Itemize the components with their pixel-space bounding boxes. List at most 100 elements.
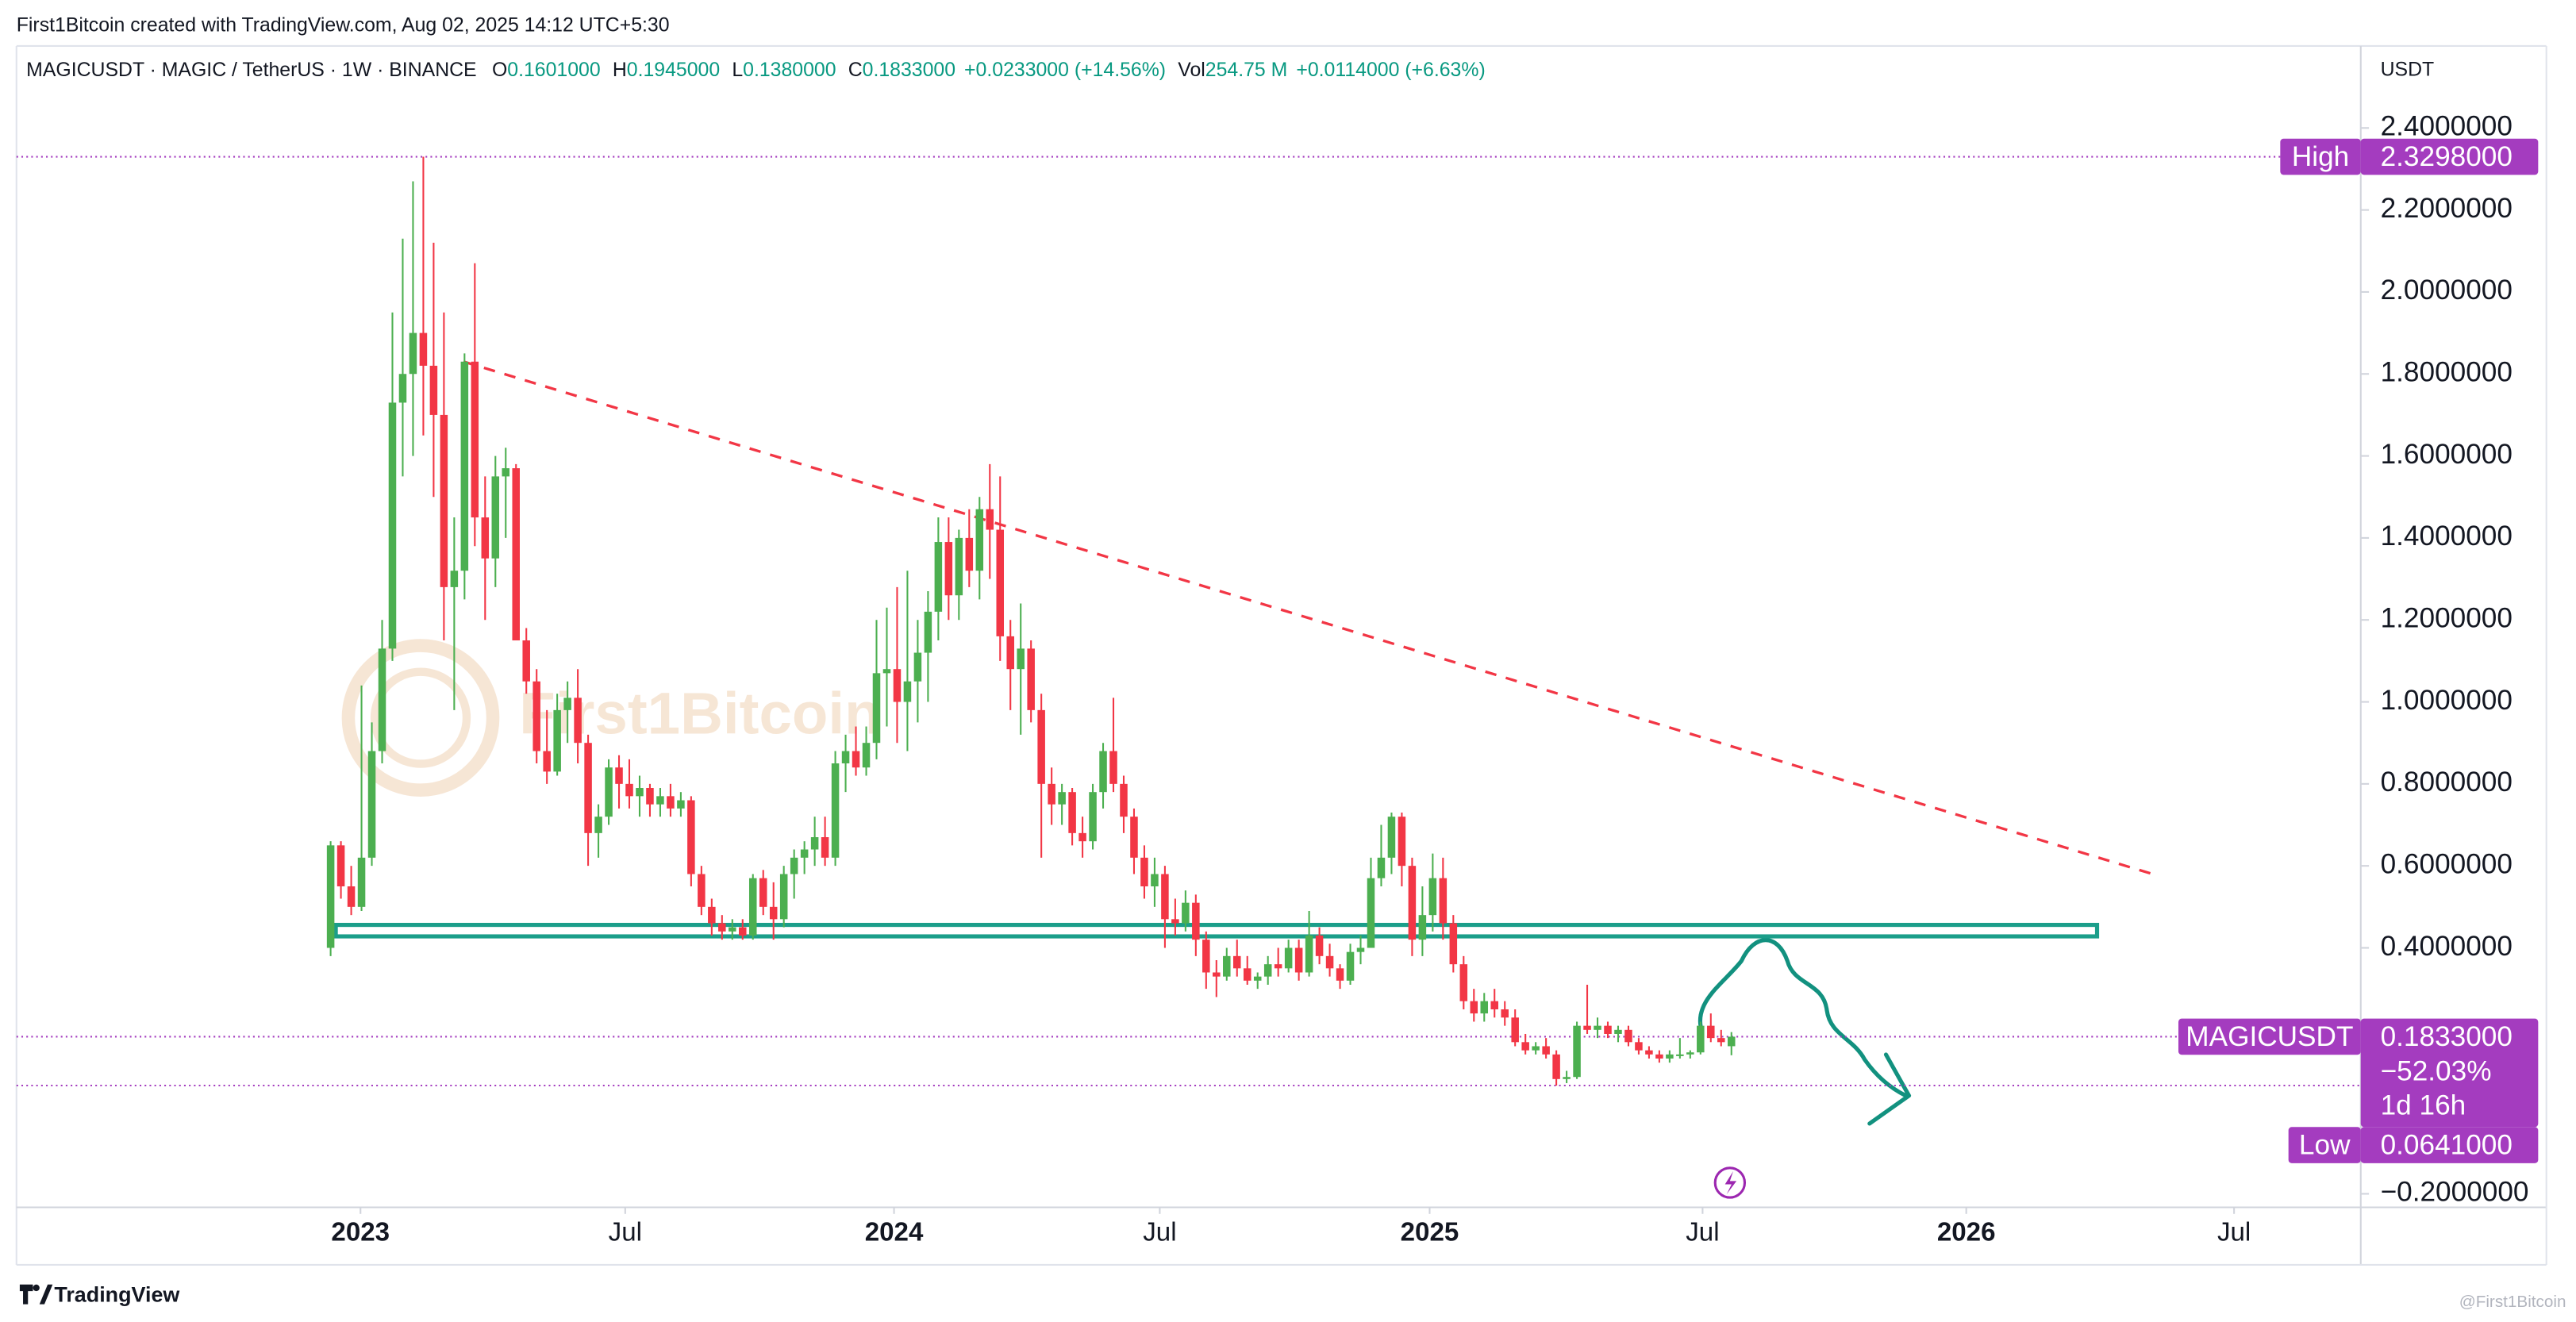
candle-body [605, 767, 613, 817]
candle-body [429, 365, 438, 415]
vol-label: Vol [1178, 60, 1205, 81]
candle-body [1284, 947, 1293, 969]
change: +0.0233000 (+14.56%) [964, 60, 1166, 81]
candle-body [1109, 751, 1117, 784]
candle-body [336, 845, 345, 887]
credit: First1Bitcoin created with TradingView.c… [17, 15, 670, 37]
badge-value-bg [2360, 138, 2539, 175]
ohlc-value: 0.1833000 [863, 60, 955, 81]
ohlc-value: 0.1945000 [627, 60, 720, 81]
candle-body [1202, 940, 1210, 973]
candle-body [893, 669, 902, 702]
badge-label: High [2292, 141, 2349, 172]
candle-body [1232, 955, 1241, 969]
candle-body [357, 857, 366, 907]
candle-body [944, 542, 953, 596]
event-icon[interactable] [1713, 1166, 1747, 1199]
y-tick-label: 1.2000000 [2381, 603, 2513, 634]
candle-body [1099, 751, 1107, 793]
badge-value: 2.3298000 [2381, 141, 2513, 172]
candle-body [419, 332, 428, 366]
candle-body [1213, 972, 1221, 977]
watermark-logo [341, 639, 500, 797]
candle-body [1459, 964, 1468, 1001]
price-badge: High 2.3298000 [2280, 138, 2539, 175]
candle-body [1387, 817, 1396, 858]
y-tick-label: 2.4000000 [2381, 111, 2513, 142]
candle-body [687, 800, 695, 874]
candle-body [1655, 1054, 1663, 1059]
candle-body [1130, 817, 1138, 858]
candle-body [450, 571, 459, 587]
candle-body [656, 796, 664, 805]
y-tick-label: 2.2000000 [2381, 193, 2513, 224]
candle-body [1449, 923, 1458, 965]
candle-body [1532, 1046, 1540, 1051]
candle-body [913, 652, 922, 682]
candle-body [1583, 1025, 1591, 1030]
candle-body [1182, 902, 1190, 924]
price-badge: MAGICUSDT 0.1833000−52.03% 1d 16h [2178, 1018, 2539, 1128]
hand-drawn-path [1698, 938, 1908, 1098]
x-tick-label: 2025 [1401, 1217, 1459, 1247]
candle-body [1686, 1052, 1694, 1055]
candle-body [779, 874, 788, 920]
candle-body [553, 709, 561, 772]
candle-body [543, 751, 551, 772]
candle-body [512, 468, 520, 641]
candle-body [1398, 817, 1406, 867]
badge-value: 1d 16h [2381, 1090, 2466, 1121]
candle-body [1542, 1046, 1550, 1055]
y-tick-label: 1.8000000 [2381, 357, 2513, 388]
candle-body [1037, 709, 1045, 784]
candle-body [1563, 1077, 1571, 1079]
candle-body [769, 906, 778, 920]
candle-body [708, 906, 716, 924]
candle-body [1418, 915, 1427, 940]
candle-body [1594, 1025, 1601, 1030]
candle-body [872, 673, 881, 744]
candle-body [934, 542, 943, 612]
y-tick-label: 0.8000000 [2381, 767, 2513, 797]
candle-body [1294, 947, 1303, 973]
candle-body [584, 743, 592, 833]
x-tick-label: Jul [609, 1217, 642, 1247]
candle-body [1048, 783, 1055, 805]
vol-change: +0.0114000 (+6.63%) [1296, 60, 1485, 81]
candle-body [1697, 1025, 1705, 1053]
candle-body [1089, 792, 1097, 842]
candle-body [1017, 648, 1025, 670]
candle-body [996, 529, 1005, 636]
candle-body [1305, 935, 1313, 973]
candle-body [1645, 1050, 1653, 1055]
candle-body [852, 751, 860, 768]
candle-body [1325, 955, 1334, 969]
footer-brand: TradingView [54, 1282, 179, 1306]
candle-body [1356, 947, 1365, 952]
vol: 254.75 M [1205, 60, 1288, 81]
ohlc-key: L [732, 60, 743, 81]
badge-value: −52.03% [2381, 1055, 2492, 1086]
candle-body [1058, 792, 1066, 805]
candle-body [491, 476, 500, 559]
y-tick-label: 0.4000000 [2381, 931, 2513, 962]
x-tick-label: Jul [1686, 1217, 1719, 1247]
candle-body [1151, 874, 1159, 887]
event-icon-bolt [1724, 1170, 1737, 1194]
candle-body [1068, 792, 1076, 833]
candle-body [1253, 976, 1262, 981]
candle-body [574, 698, 582, 744]
candle-body [646, 788, 654, 805]
candle-body [1274, 964, 1282, 969]
x-tick-label: Jul [1143, 1217, 1176, 1247]
candle-body [698, 874, 706, 907]
x-tick-label: 2026 [1937, 1217, 1996, 1247]
candle-body [471, 361, 479, 518]
badge-label-bg [2280, 138, 2361, 175]
candle-body [594, 817, 602, 833]
candle-body [1552, 1054, 1560, 1079]
candle-body [810, 837, 819, 850]
candle-body [1027, 648, 1035, 710]
